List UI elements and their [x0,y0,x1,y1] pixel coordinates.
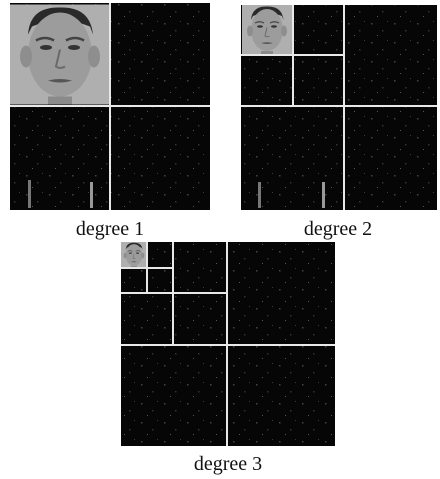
panel-degree-3 [121,242,335,446]
caption: degree 1 [76,218,144,240]
caption: degree 3 [194,453,262,475]
panel-degree-2 [241,5,437,210]
caption: degree 2 [304,218,372,240]
figure: degree 1 degree 2 degree 3 [0,0,440,479]
panel-degree-1 [10,3,210,210]
